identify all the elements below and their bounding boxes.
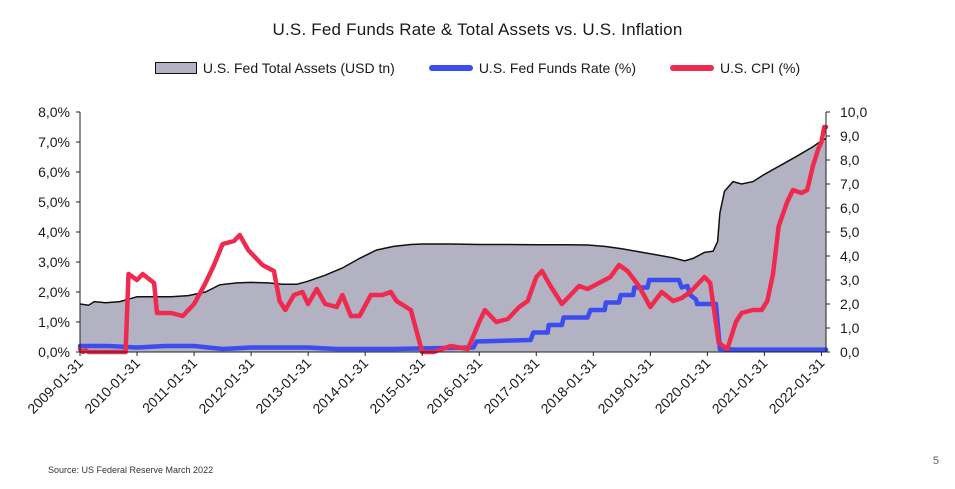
y-right-tick-label: 6,0 <box>840 200 860 216</box>
y-left-tick-label: 3,0% <box>38 254 70 270</box>
y-right-tick-label: 4,0 <box>840 248 860 264</box>
x-tick-label: 2017-01-31 <box>480 355 542 417</box>
x-tick-label: 2021-01-31 <box>709 355 771 417</box>
x-tick-label: 2013-01-31 <box>252 355 314 417</box>
area-outline-total-assets <box>79 137 827 306</box>
y-right-tick-label: 3,0 <box>840 272 860 288</box>
legend-label-cpi: U.S. CPI (%) <box>719 60 801 76</box>
chart-title: U.S. Fed Funds Rate & Total Assets vs. U… <box>272 20 683 39</box>
legend-swatch-fed-funds <box>428 65 473 71</box>
source-note: Source: US Federal Reserve March 2022 <box>48 465 214 475</box>
legend-item-total-assets: U.S. Fed Total Assets (USD tn) <box>154 60 395 76</box>
y-left-tick-label: 5,0% <box>38 194 70 210</box>
y-right-tick-label: 10,0 <box>840 104 867 120</box>
y-left-tick-label: 8,0% <box>38 104 70 120</box>
line-fed-funds-rate <box>77 277 829 352</box>
legend-label-fed-funds: U.S. Fed Funds Rate (%) <box>478 60 636 76</box>
x-tick-label: 2012-01-31 <box>195 355 257 417</box>
legend-item-cpi: U.S. CPI (%) <box>669 60 801 76</box>
y-left-tick-label: 7,0% <box>38 134 70 150</box>
line-cpi <box>77 124 829 355</box>
x-tick-label: 2018-01-31 <box>537 355 599 417</box>
y-right-tick-label: 9,0 <box>840 128 860 144</box>
page-number: 5 <box>932 455 939 467</box>
x-tick-label: 2019-01-31 <box>594 355 656 417</box>
y-right-tick-label: 8,0 <box>840 152 860 168</box>
x-tick-label: 2015-01-31 <box>366 355 428 417</box>
y-right-tick-label: 0,0 <box>840 344 860 360</box>
x-tick-label: 2022-01-31 <box>766 355 828 417</box>
legend-item-fed-funds: U.S. Fed Funds Rate (%) <box>428 60 636 76</box>
y-right-tick-label: 2,0 <box>840 296 860 312</box>
chart-legend: U.S. Fed Total Assets (USD tn) U.S. Fed … <box>0 60 955 76</box>
legend-swatch-cpi <box>669 65 714 71</box>
x-tick-label: 2011-01-31 <box>139 355 200 416</box>
y-right-tick-label: 1,0 <box>840 320 860 336</box>
y-left-tick-label: 6,0% <box>38 164 70 180</box>
x-tick-label: 2016-01-31 <box>423 355 485 417</box>
x-tick-label: 2014-01-31 <box>309 355 371 417</box>
area-total-assets <box>80 138 826 352</box>
y-left-tick-label: 0,0% <box>38 344 70 360</box>
y-left-tick-label: 4,0% <box>38 224 70 240</box>
x-tick-label: 2009-01-31 <box>24 355 86 417</box>
y-left-tick-label: 1,0% <box>38 314 70 330</box>
x-tick-label: 2010-01-31 <box>81 355 143 417</box>
legend-swatch-total-assets <box>154 62 197 74</box>
y-left-tick-label: 2,0% <box>38 284 70 300</box>
y-right-tick-label: 7,0 <box>840 176 860 192</box>
legend-label-total-assets: U.S. Fed Total Assets (USD tn) <box>202 60 395 76</box>
y-right-tick-label: 5,0 <box>840 224 860 240</box>
x-tick-label: 2020-01-31 <box>652 355 714 417</box>
